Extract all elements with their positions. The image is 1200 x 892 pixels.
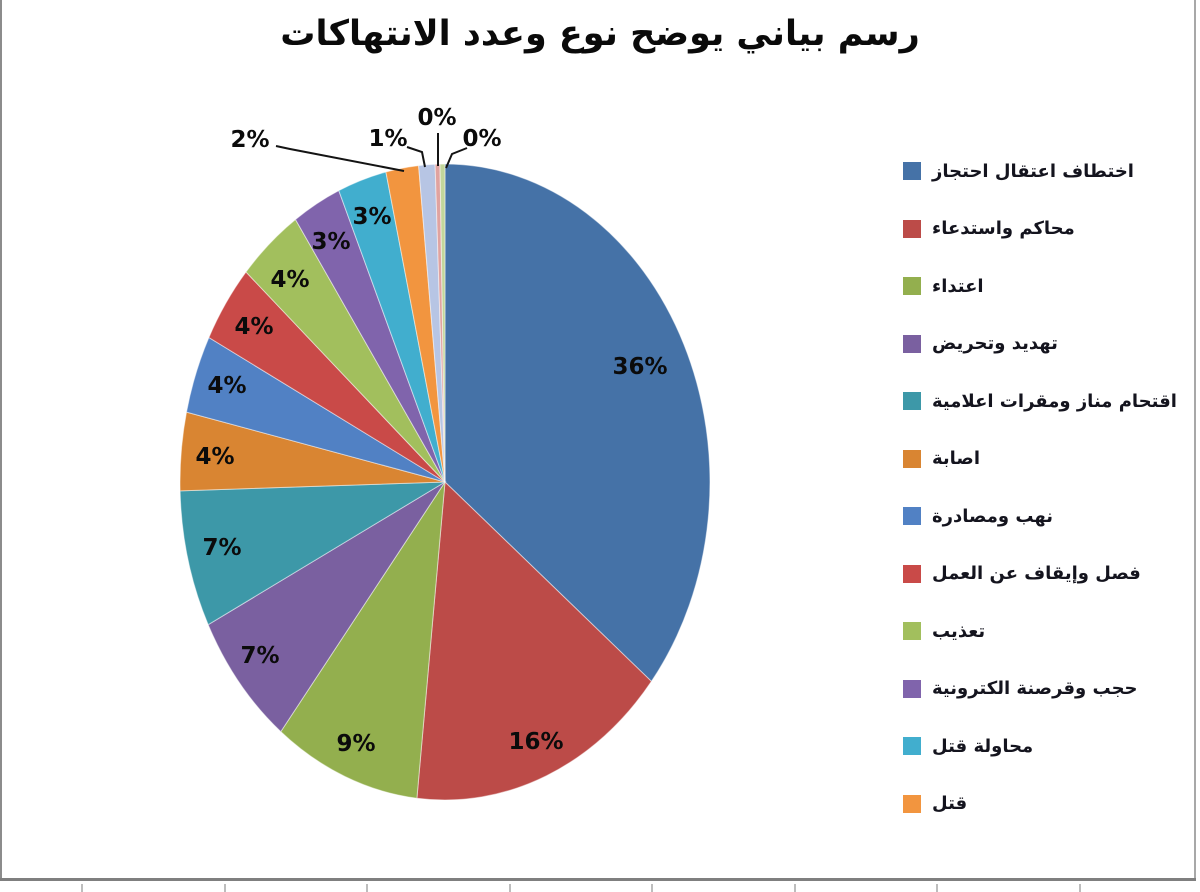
legend-item-7[interactable]: نهب ومصادرة (903, 502, 1053, 530)
legend-item-label: اختطاف اعتقال احتجاز (932, 160, 1134, 182)
label-leader-line (445, 147, 468, 169)
pie-slice-3[interactable] (280, 481, 446, 799)
slice-percent-label: 4% (234, 314, 273, 340)
legend-item-10[interactable]: حجب وقرصنة الكترونية (903, 675, 1138, 703)
slice-percent-label: 7% (202, 535, 241, 561)
slice-percent-label: 9% (336, 731, 375, 757)
legend-swatch (903, 679, 921, 698)
slice-percent-label: 0% (417, 105, 456, 131)
legend-item-1[interactable]: اختطاف اعتقال احتجاز (903, 157, 1134, 185)
slice-percent-label: 2% (230, 127, 269, 153)
spreadsheet-gridline-tick (651, 884, 653, 892)
legend-item-6[interactable]: اصابة (903, 445, 980, 473)
chart-border-right (1194, 0, 1196, 881)
legend-swatch (903, 392, 921, 410)
slice-percent-label: 1% (368, 126, 407, 152)
legend-item-label: اعتداء (932, 275, 984, 297)
legend-item-3[interactable]: اعتداء (903, 272, 984, 300)
spreadsheet-gridline-tick (936, 884, 938, 892)
legend-item-label: قتل (932, 793, 968, 814)
legend-swatch (903, 162, 921, 180)
label-leader-line (406, 146, 426, 168)
spreadsheet-gridline-tick (508, 884, 511, 892)
legend-item-label: تهديد وتحريض (932, 333, 1058, 354)
legend-item-label: محاولة قتل (932, 735, 1034, 757)
pie-slice-15[interactable] (439, 163, 446, 483)
slice-percent-label: 4% (195, 444, 234, 470)
legend-swatch (903, 564, 921, 583)
spreadsheet-gridline-tick (793, 884, 796, 892)
pie-slice-2[interactable] (416, 480, 653, 801)
chart-border-bottom (0, 878, 1196, 881)
spreadsheet-gridline-tick (223, 884, 226, 892)
spreadsheet-gridline-tick (81, 884, 83, 892)
legend-item-4[interactable]: تهديد وتحريض (903, 330, 1058, 358)
legend-item-9[interactable]: تعذيب (903, 617, 985, 645)
slice-percent-label: 7% (240, 643, 279, 669)
slice-percent-label: 3% (352, 204, 391, 230)
legend-swatch (903, 334, 921, 353)
legend-swatch (903, 507, 921, 525)
legend-swatch (903, 622, 921, 640)
legend-item-label: تعذيب (932, 620, 986, 642)
slice-percent-label: 4% (207, 373, 246, 399)
legend-swatch (903, 737, 921, 755)
spreadsheet-gridline-tick (1078, 884, 1081, 892)
slice-percent-label: 16% (508, 729, 563, 755)
slice-percent-label: 36% (612, 354, 667, 380)
legend-swatch (903, 219, 921, 238)
legend-item-8[interactable]: فصل وإيقاف عن العمل (903, 560, 1141, 588)
legend-item-label: نهب ومصادرة (932, 505, 1054, 527)
legend-item-12[interactable]: قتل (903, 790, 967, 818)
label-leader-line (275, 145, 405, 172)
legend-item-label: حجب وقرصنة الكترونية (932, 678, 1138, 699)
chart-title: رسم بياني يوضح نوع وعدد الانتهاكات (280, 14, 920, 54)
legend-swatch (903, 277, 921, 295)
pie-slice-4[interactable] (207, 481, 446, 733)
legend-item-5[interactable]: اقتحام مناز ومقرات اعلامية (903, 387, 1177, 415)
legend-item-label: محاكم واستدعاء (932, 218, 1075, 239)
slice-percent-label: 4% (270, 267, 309, 293)
legend-item-label: اقتحام مناز ومقرات اعلامية (932, 390, 1177, 412)
pie-slice-1[interactable] (444, 163, 711, 683)
legend-item-11[interactable]: محاولة قتل (903, 732, 1033, 760)
legend-swatch (903, 449, 921, 468)
legend-item-label: اصابة (932, 448, 980, 469)
legend-item-label: فصل وإيقاف عن العمل (932, 563, 1141, 584)
slice-percent-label: 0% (462, 126, 501, 152)
spreadsheet-gridline-tick (366, 884, 368, 892)
pie-slice-5[interactable] (179, 481, 447, 626)
legend-swatch (903, 794, 921, 813)
chart-border-left (0, 0, 2, 881)
slice-percent-label: 3% (311, 229, 350, 255)
legend-item-2[interactable]: محاكم واستدعاء (903, 215, 1075, 243)
